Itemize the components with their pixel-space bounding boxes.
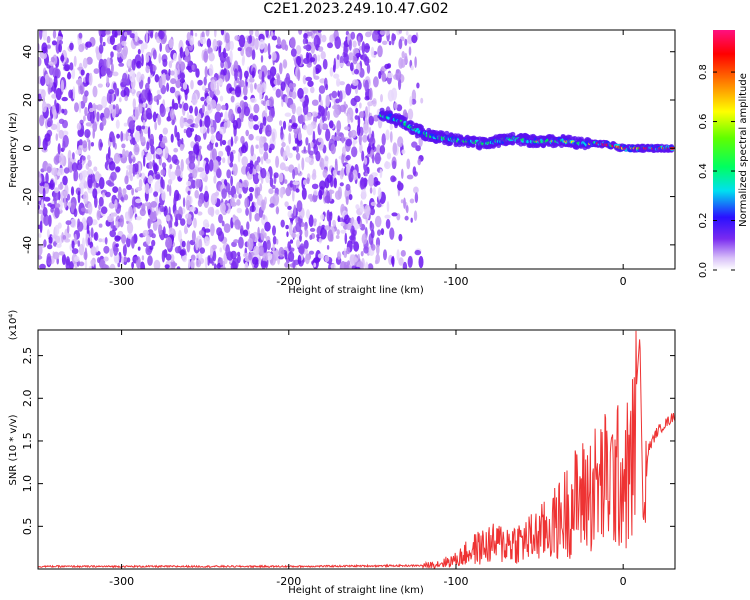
colorbar xyxy=(713,30,735,270)
figure-title: C2E1.2023.249.10.47.G02 xyxy=(263,1,449,17)
x-tick-label-top: -200 xyxy=(276,275,301,288)
top-plot-frame xyxy=(37,29,676,270)
x-tick-label-top: -300 xyxy=(109,275,134,288)
y-tick-label-top: 20 xyxy=(21,93,34,107)
y-tick-label-bottom: 2.5 xyxy=(21,347,34,365)
y-tick-label-bottom: 1.5 xyxy=(21,432,34,450)
y-axis-label-top: Frequency (Hz) xyxy=(8,112,19,188)
bottom-plot-frame xyxy=(37,329,676,570)
colorbar-label: Normalized spectral amplitude xyxy=(738,73,749,227)
x-axis-label-bottom: Height of straight line (km) xyxy=(288,585,424,596)
snr-series-line xyxy=(38,330,675,569)
noise-region xyxy=(38,30,424,269)
y-tick-label-top: -40 xyxy=(21,236,34,254)
colorbar-tick-label: 0.8 xyxy=(698,64,709,80)
y-tick-label-top: 40 xyxy=(21,45,34,59)
x-axis-label-top: Height of straight line (km) xyxy=(288,285,424,296)
colorbar-tick-label: 0.2 xyxy=(698,213,709,229)
colorbar-tick-label: 0.0 xyxy=(698,262,709,278)
y-tick-label-bottom: 2.0 xyxy=(21,390,34,408)
colorbar-tick-label: 0.6 xyxy=(698,114,709,130)
x-tick-label-bottom: -100 xyxy=(443,575,468,588)
x-tick-label-top: -100 xyxy=(443,275,468,288)
y-multiplier-label: (x10⁴) xyxy=(8,310,19,341)
y-tick-label-top: 0 xyxy=(21,145,34,152)
x-tick-label-bottom: -200 xyxy=(276,575,301,588)
y-axis-label-bottom: SNR (10 * v/v) xyxy=(8,414,19,485)
y-tick-label-bottom: 0.5 xyxy=(21,518,34,536)
y-tick-label-bottom: 1.0 xyxy=(21,475,34,493)
x-tick-label-bottom: -300 xyxy=(109,575,134,588)
y-tick-label-top: -20 xyxy=(21,188,34,206)
x-tick-label-top: 0 xyxy=(620,275,627,288)
x-tick-label-bottom: 0 xyxy=(620,575,627,588)
signal-track xyxy=(377,107,675,153)
colorbar-tick-label: 0.4 xyxy=(698,163,709,179)
